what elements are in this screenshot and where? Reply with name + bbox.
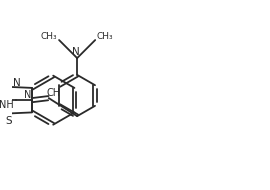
Text: N: N: [13, 78, 20, 88]
Text: CH₃: CH₃: [97, 32, 113, 41]
Text: N: N: [24, 90, 31, 100]
Text: NH: NH: [0, 100, 14, 110]
Text: N: N: [72, 48, 80, 57]
Text: CH₃: CH₃: [41, 32, 58, 41]
Text: S: S: [5, 116, 12, 126]
Text: CH: CH: [46, 88, 60, 98]
